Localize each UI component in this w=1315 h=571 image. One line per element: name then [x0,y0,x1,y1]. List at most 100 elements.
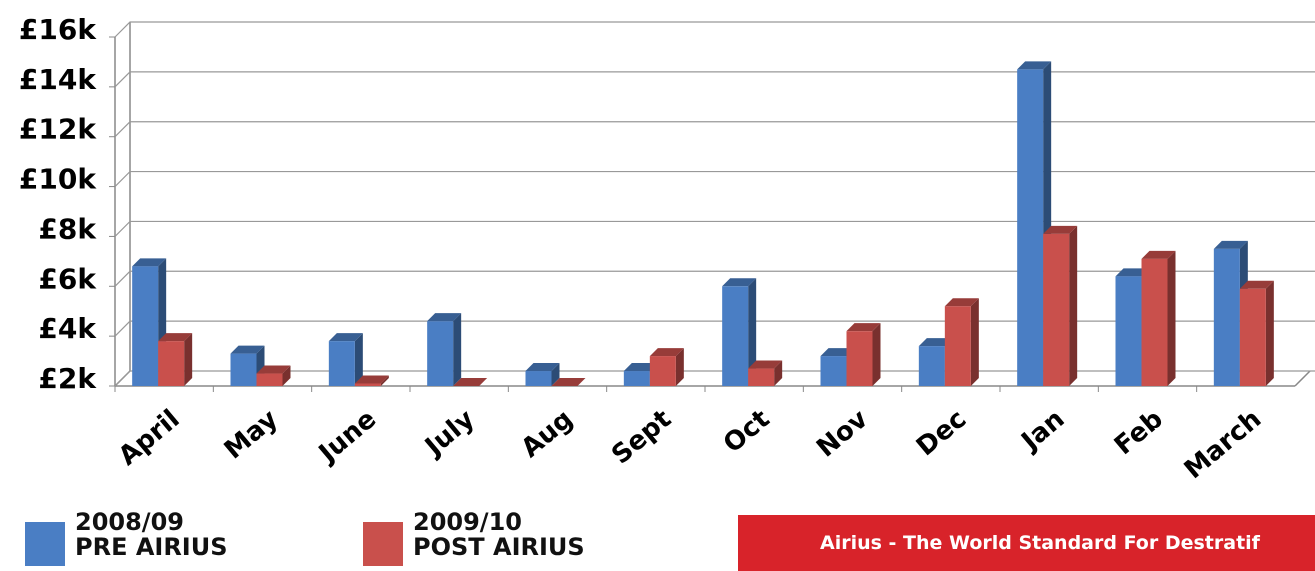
bar [328,333,363,386]
bar-front [918,346,945,386]
bar-side [970,298,979,386]
grid-line [114,270,1315,287]
x-tick-label: Aug [516,404,579,464]
bar-top [525,363,560,372]
bar-top [256,365,291,374]
x-tick-label: Jan [1015,404,1071,458]
bar-top [354,375,389,384]
bar-side [551,363,560,386]
y-tick-label: £6k [38,262,97,295]
x-tick-label: Oct [718,404,776,459]
bar-side [748,278,757,386]
x-tick-label: Feb [1109,404,1169,461]
bar-front [1141,258,1168,386]
x-tick-label: April [113,404,185,472]
bar-front [1213,248,1240,386]
y-tick-label: £8k [38,212,97,245]
bar-top [1213,240,1248,249]
bar-front [1239,288,1266,386]
bar-front [256,373,283,386]
x-tick-label: Sept [606,404,677,470]
y-tick-label: £14k [19,63,97,96]
bar [1239,280,1274,386]
bar-side [1069,225,1078,386]
bar-top [427,313,462,322]
bar-top [944,298,979,307]
bar [1043,225,1078,386]
legend-label: 2008/09 PRE AIRIUS [75,508,228,561]
axis-line [1294,370,1311,387]
chart: £2k £4k £6k £8k £10k £12k £14k £16k April May June… [19,13,1315,485]
bar [525,363,560,386]
y-tick-label: £12k [19,113,97,146]
bar-top [748,360,783,369]
bar-front [944,306,971,386]
bar-side [354,333,363,386]
bar [453,378,488,386]
legend-swatch [25,522,65,566]
bar-top [158,333,193,342]
x-tick-label: June [312,404,382,470]
bar-top [918,338,953,347]
bar-front [649,356,676,386]
bar [649,348,684,386]
bar-front [354,383,381,386]
bar [354,375,389,386]
bar [748,360,783,386]
bar-top [1043,225,1078,234]
bar [1141,250,1176,386]
y-tick-label: £10k [19,163,97,196]
bar [427,313,462,386]
bar-top [328,333,363,342]
x-tick-label: July [418,404,480,463]
x-tick-label: Dec [911,404,972,462]
bar-front [1115,276,1142,386]
bar-front [820,356,847,386]
bar-front [158,341,185,386]
bar-front [132,266,159,386]
bar-side [282,365,291,386]
bar-top [846,323,881,332]
bar-top [820,348,855,357]
bar-front [722,286,749,386]
bar-top [453,378,488,386]
bar-top [230,345,265,354]
grid-line [114,71,1315,88]
bar-side [1167,250,1176,386]
bar-side [184,333,193,386]
bar-top [132,258,167,267]
bar-top [649,348,684,357]
x-tick-label: May [219,404,284,465]
banner-text: Airius - The World Standard For Destrati… [820,532,1260,554]
bar-side [380,375,389,386]
bar-side [453,313,462,386]
y-tick-label: £4k [38,312,97,345]
bar-top [722,278,757,287]
bar-top [551,378,586,386]
bar-top [1115,268,1150,277]
bar-front [1017,69,1044,387]
grid-line [114,21,1315,38]
bar-front [328,341,355,386]
y-tick-label: £16k [19,13,97,46]
grid-line [114,121,1315,138]
bar-top [1141,250,1176,259]
bar-side [1265,280,1274,386]
grid-line [114,170,1315,187]
legend-swatch [363,522,403,566]
x-tick-label: March [1179,404,1267,485]
bar-front [1043,233,1070,386]
grid-line [114,320,1315,337]
bar-top [1239,280,1274,289]
x-tick-label: Nov [811,404,874,463]
legend-label: 2009/10 POST AIRIUS [413,508,585,561]
bar-side [675,348,684,386]
bar [722,278,757,386]
grid-line [114,220,1315,237]
bar-front [846,331,873,386]
bar-side [774,360,783,386]
bar-front [623,371,650,386]
y-tick-label: £2k [38,362,97,395]
bar-front [748,368,775,386]
bar [551,378,586,386]
